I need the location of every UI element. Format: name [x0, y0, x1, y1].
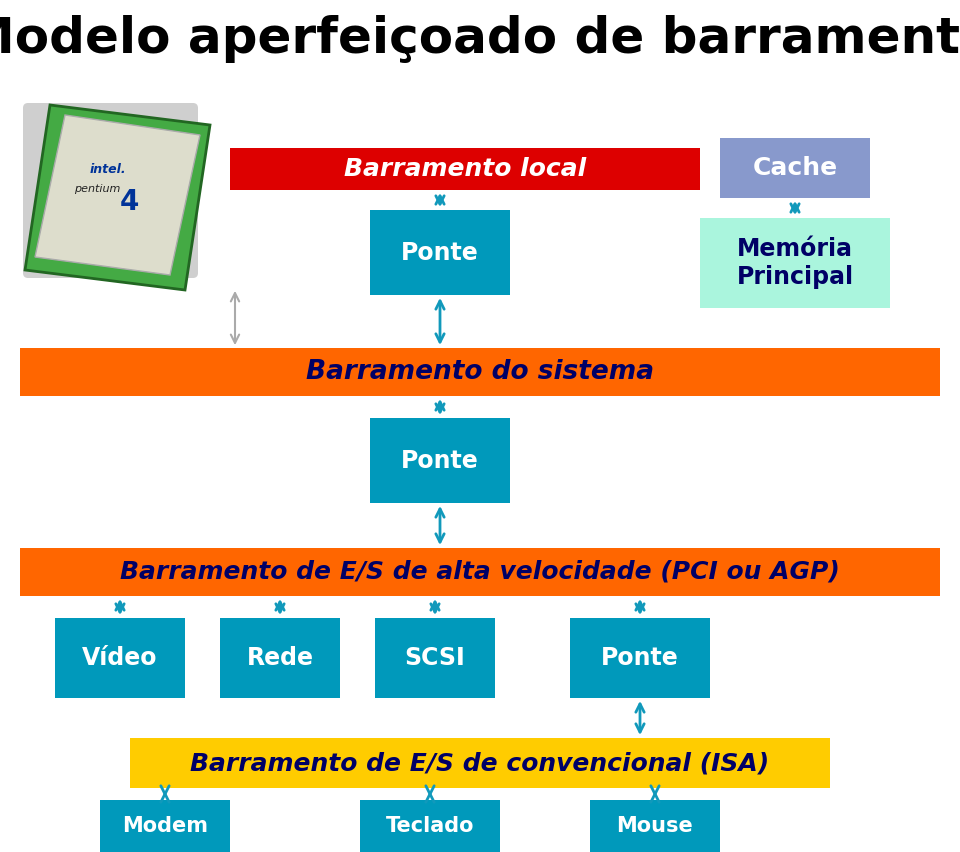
- Text: Ponte: Ponte: [401, 240, 479, 264]
- Text: Barramento do sistema: Barramento do sistema: [306, 359, 654, 385]
- Bar: [360, 800, 500, 852]
- Text: intel.: intel.: [89, 163, 126, 176]
- Text: Teclado: Teclado: [386, 816, 474, 836]
- Text: pentium: pentium: [74, 185, 121, 194]
- Text: Barramento local: Barramento local: [344, 157, 587, 181]
- Bar: [55, 618, 185, 698]
- Bar: [100, 800, 230, 852]
- Bar: [230, 148, 700, 190]
- Text: SCSI: SCSI: [404, 646, 466, 670]
- Bar: [130, 738, 830, 788]
- Text: Modelo aperfeiçoado de barramento: Modelo aperfeiçoado de barramento: [0, 15, 960, 63]
- Text: Cache: Cache: [753, 156, 837, 180]
- Bar: [570, 618, 710, 698]
- Text: Vídeo: Vídeo: [83, 646, 157, 670]
- Text: 4: 4: [120, 188, 139, 216]
- Text: Memória
Principal: Memória Principal: [736, 237, 853, 289]
- Bar: [720, 138, 870, 198]
- FancyBboxPatch shape: [23, 103, 198, 278]
- Bar: [590, 800, 720, 852]
- Polygon shape: [35, 115, 200, 275]
- Text: Modem: Modem: [122, 816, 208, 836]
- Text: Ponte: Ponte: [401, 448, 479, 473]
- Bar: [370, 418, 510, 503]
- Text: Rede: Rede: [247, 646, 314, 670]
- Text: Barramento de E/S de convencional (ISA): Barramento de E/S de convencional (ISA): [190, 751, 770, 775]
- Text: Barramento de E/S de alta velocidade (PCI ou AGP): Barramento de E/S de alta velocidade (PC…: [120, 560, 840, 584]
- Bar: [220, 618, 340, 698]
- Bar: [20, 548, 940, 596]
- Bar: [20, 348, 940, 396]
- Text: Ponte: Ponte: [601, 646, 679, 670]
- Bar: [700, 218, 890, 308]
- Bar: [370, 210, 510, 295]
- Polygon shape: [25, 105, 210, 290]
- Bar: [375, 618, 495, 698]
- Text: Mouse: Mouse: [616, 816, 693, 836]
